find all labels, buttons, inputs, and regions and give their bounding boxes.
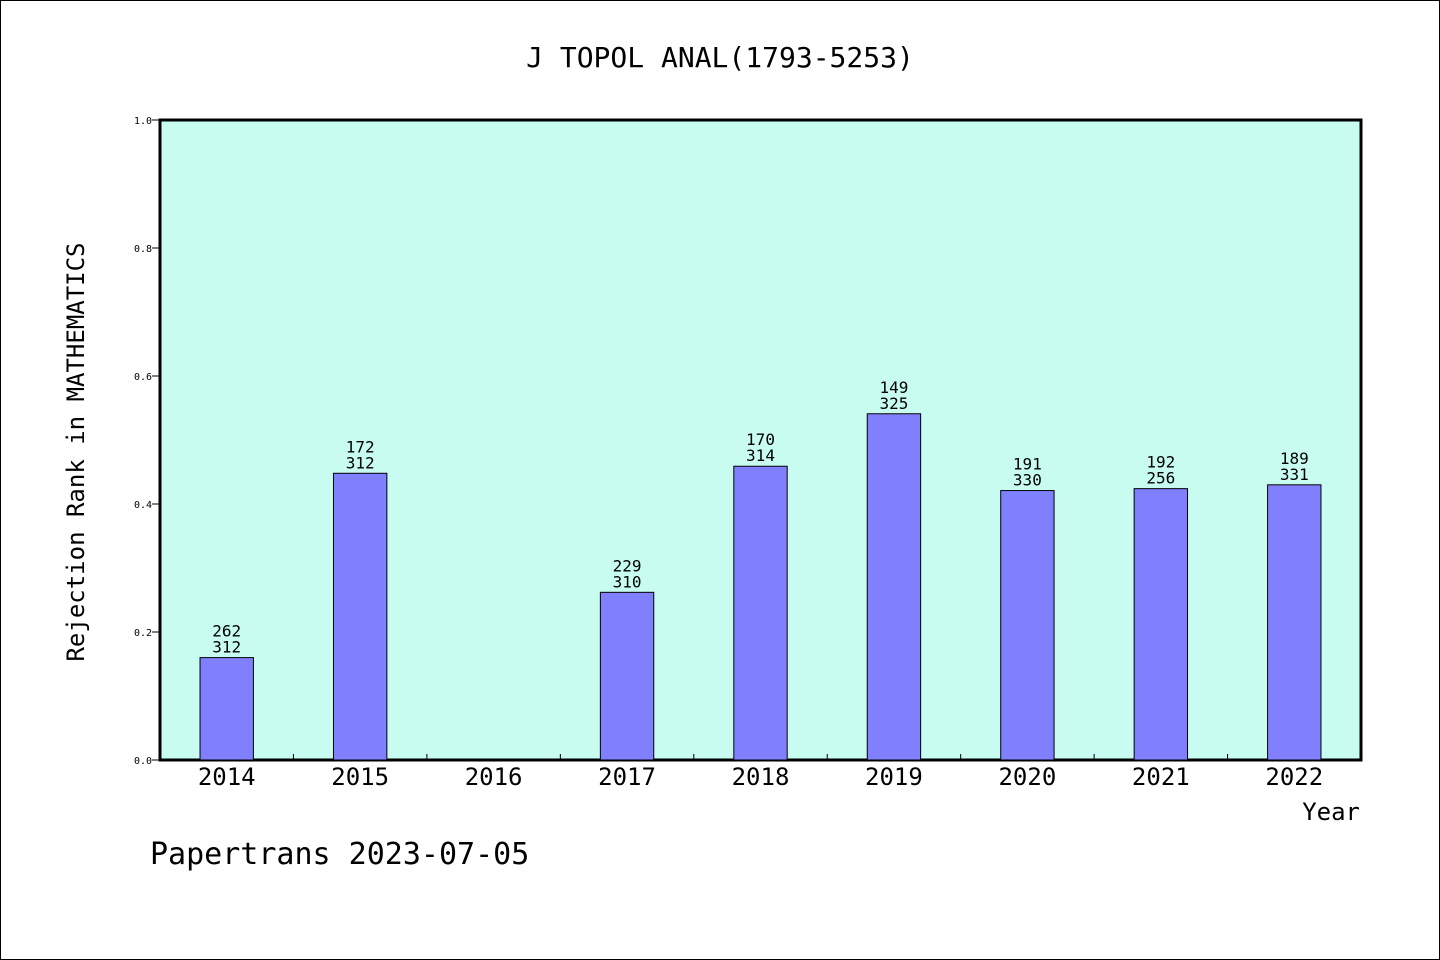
data-label-bottom: 312 bbox=[346, 453, 375, 472]
x-tick-label: 2015 bbox=[331, 763, 389, 791]
footer-credit: Papertrans 2023-07-05 bbox=[150, 837, 529, 872]
bar-2015 bbox=[332, 472, 388, 761]
data-label-top: 229 bbox=[613, 556, 642, 575]
x-tick-label: 2017 bbox=[598, 763, 656, 791]
data-label-bottom: 256 bbox=[1146, 469, 1175, 488]
data-label-bottom: 325 bbox=[879, 394, 908, 413]
data-label-top: 191 bbox=[1013, 455, 1042, 474]
x-axis-label: Year bbox=[1302, 798, 1360, 826]
x-tick-label: 2019 bbox=[865, 763, 923, 791]
bar-2022 bbox=[1267, 484, 1322, 761]
data-label-bottom: 330 bbox=[1013, 471, 1042, 490]
bar-2021 bbox=[1133, 488, 1189, 761]
y-tick-label: 0.0 bbox=[134, 756, 152, 767]
data-label-bottom: 310 bbox=[613, 572, 642, 591]
bar-2019 bbox=[866, 413, 922, 761]
data-label-top: 262 bbox=[212, 622, 241, 641]
data-label-top: 172 bbox=[346, 437, 375, 456]
x-tick-label: 2022 bbox=[1265, 763, 1323, 791]
y-tick-label: 0.2 bbox=[134, 628, 152, 639]
data-label-top: 189 bbox=[1280, 449, 1309, 468]
data-label-bottom: 331 bbox=[1280, 465, 1309, 484]
data-label-top: 149 bbox=[879, 378, 908, 397]
x-tick-label: 2021 bbox=[1132, 763, 1190, 791]
y-tick-label: 0.8 bbox=[134, 244, 152, 255]
x-tick-label: 2014 bbox=[198, 763, 256, 791]
bars-layer bbox=[199, 413, 1322, 761]
x-tick-label: 2020 bbox=[998, 763, 1056, 791]
bar-2020 bbox=[1000, 490, 1055, 761]
x-tick-label: 2018 bbox=[732, 763, 790, 791]
y-tick-label: 1.0 bbox=[134, 116, 152, 127]
tick-layer: 0.0 0.2 0.4 0.6 0.8 1.0 bbox=[134, 116, 1229, 767]
y-tick-label: 0.4 bbox=[134, 500, 152, 511]
y-axis-label: Rejection Rank in MATHEMATICS bbox=[62, 242, 90, 661]
data-label-top: 192 bbox=[1146, 453, 1175, 472]
y-tick-label: 0.6 bbox=[134, 372, 152, 383]
data-label-top: 170 bbox=[746, 430, 775, 449]
bar-2018 bbox=[733, 465, 788, 761]
x-tick-label: 2016 bbox=[465, 763, 523, 791]
data-label-bottom: 312 bbox=[212, 638, 241, 657]
chart-title: J TOPOL ANAL(1793-5253) bbox=[526, 41, 914, 74]
bar-2014 bbox=[199, 657, 254, 761]
bar-2017 bbox=[599, 591, 655, 761]
data-label-bottom: 314 bbox=[746, 446, 775, 465]
